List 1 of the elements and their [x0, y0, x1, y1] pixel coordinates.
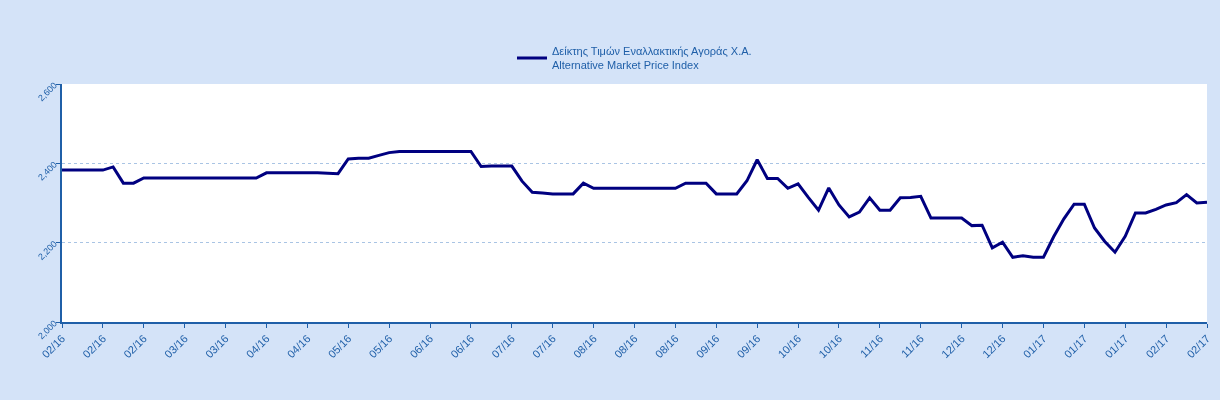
legend-label: Δείκτης Τιμών Εναλλακτικής Αγοράς Χ.Α. Alternative Market Price Index [552, 45, 752, 72]
